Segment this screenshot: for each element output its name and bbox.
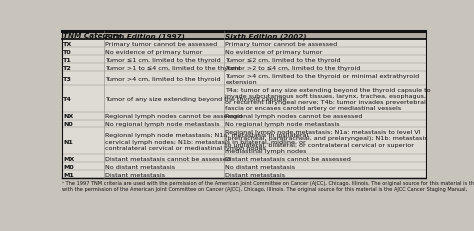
Text: Tumor >2 to ≤4 cm, limited to the thyroid: Tumor >2 to ≤4 cm, limited to the thyroi…: [225, 65, 361, 70]
Text: No regional lymph node metastasis: No regional lymph node metastasis: [225, 122, 340, 127]
Text: MX: MX: [64, 156, 74, 161]
Text: T4: T4: [64, 97, 72, 102]
Bar: [62, 112, 426, 120]
Text: Tumor >4 cm, limited to the thyroid: Tumor >4 cm, limited to the thyroid: [105, 76, 221, 82]
Text: Primary tumor cannot be assessed: Primary tumor cannot be assessed: [225, 42, 337, 47]
Text: Fifth Edition (1997): Fifth Edition (1997): [105, 33, 185, 40]
Text: Distant metastasis cannot be assessed: Distant metastasis cannot be assessed: [105, 156, 231, 161]
Text: No evidence of primary tumor: No evidence of primary tumor: [225, 50, 322, 55]
Text: M0: M0: [64, 164, 74, 169]
Text: No evidence of primary tumor: No evidence of primary tumor: [105, 50, 202, 55]
Text: Sixth Edition (2002): Sixth Edition (2002): [225, 33, 307, 40]
Text: cervical lymph nodes; N1b: metastasis in bilateral, midline, or: cervical lymph nodes; N1b: metastasis in…: [105, 139, 306, 144]
Text: Distant metastasis cannot be assessed: Distant metastasis cannot be assessed: [225, 156, 351, 161]
Text: Regional lymph nodes cannot be assessed: Regional lymph nodes cannot be assessed: [105, 114, 243, 119]
Text: Tumor >4 cm, limited to the thyroid or minimal extrathyroid: Tumor >4 cm, limited to the thyroid or m…: [225, 73, 419, 78]
Text: T1: T1: [64, 58, 72, 63]
Bar: [62, 40, 426, 48]
Text: or recurrent laryngeal nerve; T4b: tumor invades prevertebral: or recurrent laryngeal nerve; T4b: tumor…: [225, 100, 426, 105]
Bar: [62, 32, 426, 40]
Bar: [62, 120, 426, 128]
Text: Distant metastasis: Distant metastasis: [105, 172, 165, 177]
Text: Regional lymph nodes cannot be assessed: Regional lymph nodes cannot be assessed: [225, 114, 363, 119]
Text: Tumor >1 to ≤4 cm, limited to the thyroid: Tumor >1 to ≤4 cm, limited to the thyroi…: [105, 65, 241, 70]
Text: invade subcutaneous soft tissues, larynx, trachea, esophagus,: invade subcutaneous soft tissues, larynx…: [225, 94, 426, 99]
Text: M1: M1: [64, 172, 74, 177]
Bar: [62, 64, 426, 72]
Bar: [62, 128, 426, 154]
Text: Distant metastasis: Distant metastasis: [225, 172, 285, 177]
Text: fascia or encases carotid artery or mediastinal vessels: fascia or encases carotid artery or medi…: [225, 106, 401, 111]
Bar: [62, 72, 426, 86]
Text: TX: TX: [64, 42, 73, 47]
Text: N1: N1: [64, 139, 73, 144]
Text: No regional lymph node metastasis: No regional lymph node metastasis: [105, 122, 220, 127]
Bar: [62, 154, 426, 162]
Text: NX: NX: [64, 114, 73, 119]
Text: ᵃ The 1997 TNM criteria are used with the permission of the American Joint Commi: ᵃ The 1997 TNM criteria are used with th…: [62, 180, 474, 191]
Text: to unilateral, bilateral, or contralateral cervical or superior: to unilateral, bilateral, or contralater…: [225, 142, 414, 147]
Text: contralateral cervical or mediastinal lymph nodes: contralateral cervical or mediastinal ly…: [105, 145, 266, 150]
Text: No distant metastasis: No distant metastasis: [105, 164, 175, 169]
Text: T0: T0: [64, 50, 72, 55]
Text: No distant metastasis: No distant metastasis: [225, 164, 295, 169]
Bar: [62, 56, 426, 64]
Text: Tumor ≤1 cm, limited to the thyroid: Tumor ≤1 cm, limited to the thyroid: [105, 58, 221, 63]
Bar: [62, 162, 426, 170]
Text: Tumor ≤2 cm, limited to the thyroid: Tumor ≤2 cm, limited to the thyroid: [225, 58, 341, 63]
Text: (pretracheal, paratracheal, and prelaryngeal); N1b: metastasis: (pretracheal, paratracheal, and prelaryn…: [225, 136, 428, 141]
Text: T2: T2: [64, 65, 72, 70]
Text: TNM Category: TNM Category: [64, 33, 121, 39]
Text: T3: T3: [64, 76, 72, 82]
Text: Primary tumor cannot be assessed: Primary tumor cannot be assessed: [105, 42, 218, 47]
Bar: [62, 170, 426, 178]
Text: Tumor of any size extending beyond the thyroid capsule: Tumor of any size extending beyond the t…: [105, 97, 287, 102]
Text: N0: N0: [64, 122, 73, 127]
Text: T4a: tumor of any size extending beyond the thyroid capsule to: T4a: tumor of any size extending beyond …: [225, 88, 431, 92]
Bar: [62, 86, 426, 112]
Text: mediastinal lymph nodes: mediastinal lymph nodes: [225, 148, 307, 153]
Text: Regional lymph node metastasis; N1a: metastasis in ipsilateral: Regional lymph node metastasis; N1a: met…: [105, 133, 309, 138]
Text: extension: extension: [225, 79, 257, 85]
Bar: [62, 48, 426, 56]
Text: Regional lymph node metastasis; N1a: metastasis to level VI: Regional lymph node metastasis; N1a: met…: [225, 130, 421, 135]
